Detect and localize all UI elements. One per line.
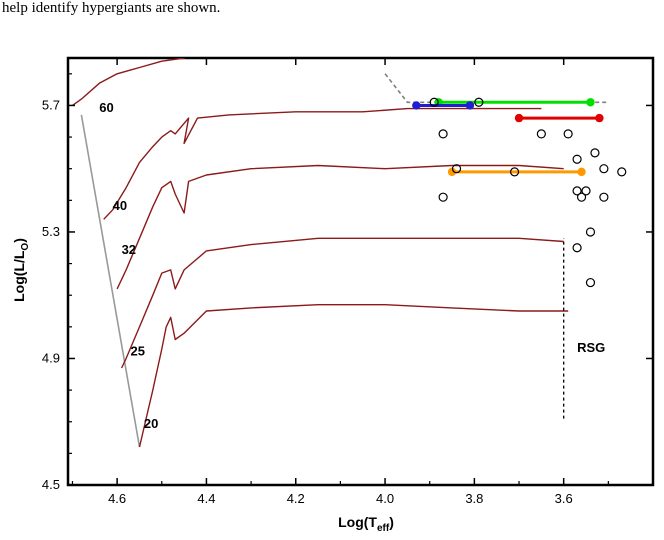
rsg-label: RSG (577, 340, 605, 355)
star-marker-9 (617, 167, 627, 177)
segment-end-dot-4-b (577, 167, 586, 177)
star-marker-11 (509, 167, 520, 177)
star-marker-14 (576, 192, 587, 202)
track-60-msun (72, 58, 187, 106)
zams-line (80, 114, 141, 448)
star-marker-19 (585, 277, 596, 288)
x-tick-label-2: 4.4 (197, 491, 215, 506)
star-marker-4 (536, 129, 546, 139)
star-marker-15 (599, 192, 609, 202)
star-marker-18 (572, 243, 582, 253)
star-marker-6 (590, 148, 600, 158)
track-label-60: 60 (99, 100, 113, 115)
x-tick-label-4: 4.0 (376, 491, 394, 506)
y-tick-label-4: 5.7 (42, 97, 60, 112)
star-marker-8 (599, 164, 609, 174)
x-tick-label-5: 3.8 (465, 491, 483, 506)
y-axis-title: Log(L/LO) (11, 238, 31, 302)
track-label-25: 25 (131, 343, 145, 358)
track-20-msun (138, 304, 569, 448)
tick-layer (68, 58, 653, 486)
segment-end-dot-3-b (595, 113, 604, 123)
segment-end-dot-2-b (465, 101, 475, 110)
star-marker-2 (474, 97, 484, 107)
x-tick-label-3: 4.2 (287, 491, 305, 506)
x-axis-title: Log(Teff) (338, 514, 394, 534)
star-marker-13 (581, 186, 591, 196)
caption-text: help identify hypergiants are shown. (2, 0, 221, 16)
star-marker-10 (451, 164, 462, 174)
star-marker-1 (429, 97, 439, 107)
segment-end-dot-2-a (412, 101, 421, 110)
track-25-msun (120, 237, 564, 369)
star-marker-5 (563, 129, 573, 139)
star-marker-17 (585, 227, 596, 237)
track-label-32: 32 (122, 242, 136, 257)
x-tick-label-1: 4.6 (108, 491, 126, 506)
track-32-msun (116, 164, 564, 290)
star-marker-12 (572, 186, 582, 196)
x-tick-label-6: 3.6 (555, 491, 573, 506)
y-tick-label-3: 5.3 (42, 224, 60, 239)
star-marker-7 (572, 154, 582, 164)
segment-end-dot-1-b (586, 98, 595, 107)
track-label-20: 20 (144, 416, 158, 431)
star-marker-16 (438, 192, 448, 202)
star-marker-3 (438, 129, 448, 139)
y-tick-label-1: 4.5 (42, 477, 60, 492)
y-tick-label-2: 4.9 (42, 350, 60, 365)
plot-content (72, 58, 627, 448)
track-label-40: 40 (113, 198, 127, 213)
segment-end-dot-3-a (514, 113, 524, 123)
segment-end-dot-4-a (447, 167, 457, 177)
